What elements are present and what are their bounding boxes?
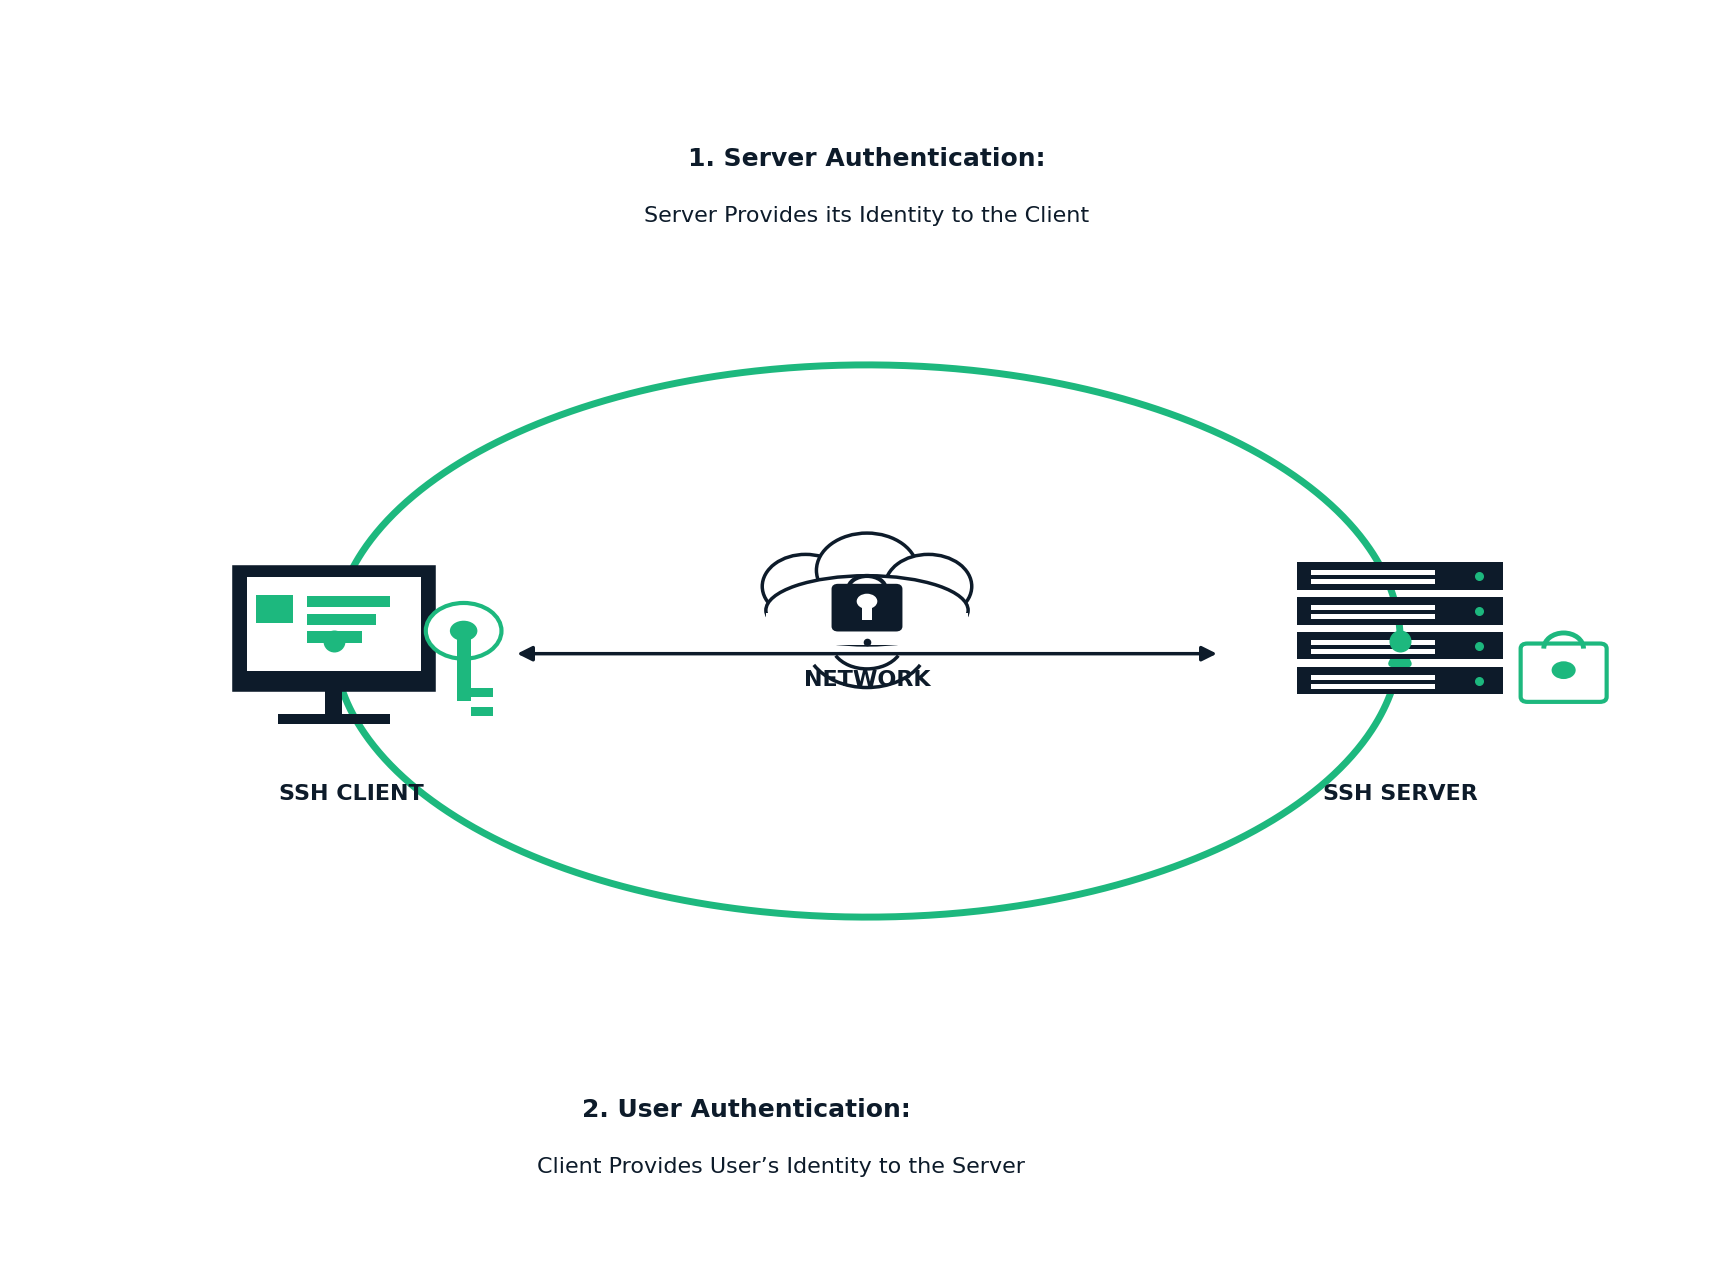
Bar (246, 577, 421, 670)
Bar (307, 596, 390, 608)
Text: Server Provides its Identity to the Client: Server Provides its Identity to the Clie… (645, 206, 1089, 226)
Bar (277, 714, 390, 724)
Circle shape (1552, 662, 1576, 679)
Bar (1311, 579, 1434, 585)
Bar (1311, 649, 1434, 654)
Bar (1297, 667, 1503, 695)
Bar (326, 688, 342, 714)
Text: Client Provides User’s Identity to the Server: Client Provides User’s Identity to the S… (538, 1158, 1025, 1177)
Bar (307, 614, 376, 626)
Bar (1297, 632, 1503, 659)
Text: SSH SERVER: SSH SERVER (1323, 783, 1477, 804)
Bar (255, 595, 293, 623)
Ellipse shape (766, 576, 968, 645)
Bar (1311, 640, 1434, 645)
Circle shape (763, 554, 850, 618)
Point (1387, 631, 1415, 651)
Bar (862, 605, 872, 620)
Point (1465, 636, 1493, 656)
Point (853, 632, 881, 653)
Bar (1311, 605, 1434, 610)
Bar (307, 632, 362, 642)
Circle shape (817, 533, 917, 608)
Text: NETWORK: NETWORK (805, 669, 929, 690)
Text: 2. ​User Authentication:: 2. ​User Authentication: (583, 1099, 910, 1122)
Point (1465, 601, 1493, 622)
Bar (456, 631, 470, 700)
Bar (1311, 570, 1434, 576)
Bar (1311, 683, 1434, 688)
Circle shape (449, 620, 477, 641)
Bar (470, 706, 492, 715)
FancyBboxPatch shape (234, 568, 434, 688)
Bar (1297, 597, 1503, 624)
Bar (1311, 614, 1434, 619)
Bar (1297, 563, 1503, 590)
Text: 1. ​Server Authentication:: 1. ​Server Authentication: (688, 147, 1046, 171)
Bar (470, 688, 492, 697)
Circle shape (427, 603, 501, 659)
Point (319, 631, 347, 651)
Point (1465, 670, 1493, 691)
Bar (1311, 674, 1434, 679)
Circle shape (884, 554, 971, 618)
Text: SSH CLIENT: SSH CLIENT (279, 783, 423, 804)
Circle shape (857, 594, 877, 609)
Point (1465, 565, 1493, 586)
FancyBboxPatch shape (832, 585, 902, 629)
FancyBboxPatch shape (1521, 644, 1607, 701)
Bar (766, 613, 968, 645)
